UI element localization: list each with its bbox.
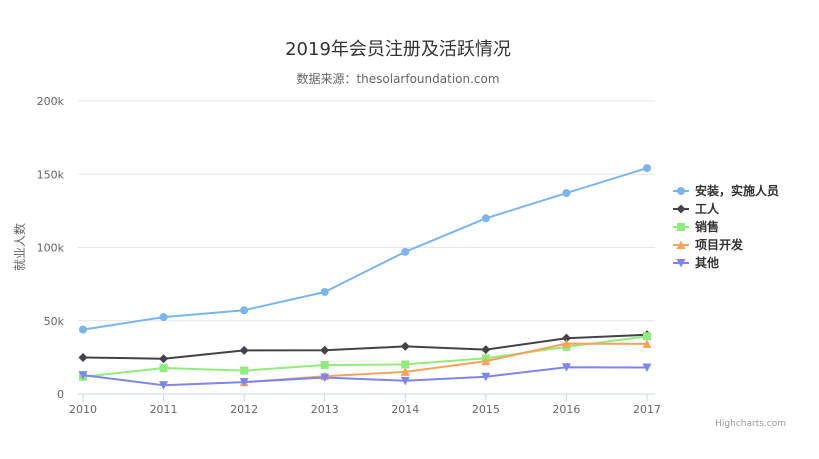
data-point[interactable] [643,164,651,173]
data-point[interactable] [159,313,168,322]
legend-item[interactable]: 其他 [673,255,719,270]
series-line[interactable] [82,366,648,387]
data-point[interactable] [481,356,491,366]
data-point[interactable] [240,306,249,315]
x-tick-label: 2010 [69,403,97,416]
x-tick-label: 2015 [472,403,500,416]
legend-item[interactable]: 安装，实施人员 [673,183,779,198]
data-point[interactable] [642,363,652,372]
data-point[interactable] [400,367,410,376]
data-point[interactable] [481,372,491,382]
data-point[interactable] [642,339,652,348]
data-point[interactable] [400,376,410,386]
data-point[interactable] [159,364,168,373]
x-tick-label: 2013 [311,403,339,416]
y-tick-label: 200k [37,95,65,108]
x-tick-label: 2012 [230,403,258,416]
legend-label: 工人 [695,201,720,216]
y-tick-label: 0 [57,388,64,401]
axes: 0 50k 100k 150k 200k 2010 2011 2012 2013 2014 2015… [37,95,661,416]
x-tick-label: 2014 [391,403,419,416]
legend-label: 销售 [695,219,719,234]
data-point[interactable] [561,363,571,372]
data-point[interactable] [240,366,249,375]
series-0 [79,164,651,334]
x-tick-label: 2016 [552,403,580,416]
legend-item[interactable]: 工人 [673,201,720,216]
legend-marker [676,259,686,268]
legend-item[interactable]: 销售 [673,219,719,234]
y-axis-title: 就业人数 [12,223,27,271]
series-line[interactable] [82,335,648,378]
data-point[interactable] [401,360,410,369]
data-point[interactable] [400,341,410,351]
legend-marker [676,240,686,249]
data-point[interactable] [320,373,330,383]
y-tick-label: 150k [37,168,65,181]
data-point[interactable] [78,371,88,380]
data-point[interactable] [239,345,249,355]
data-point[interactable] [159,381,169,390]
data-point[interactable] [561,339,571,348]
series-line[interactable] [243,342,648,384]
series-4 [78,363,652,390]
credits-link[interactable]: Highcharts.com [715,419,786,429]
data-point[interactable] [481,345,491,355]
data-point[interactable] [643,332,651,341]
legend-label: 安装，实施人员 [695,183,779,198]
data-point[interactable] [401,247,410,256]
x-tick-label: 2011 [150,403,178,416]
series-line[interactable] [82,167,648,331]
data-point[interactable] [481,214,490,223]
y-tick-label: 100k [37,242,65,255]
chart-subtitle: 数据来源：thesolarfoundation.com [296,71,499,86]
x-tick-label: 2017 [633,403,661,416]
data-point[interactable] [78,352,88,362]
data-point[interactable] [159,354,169,364]
legend-label: 项目开发 [695,237,744,252]
series-group [78,164,652,390]
data-point[interactable] [562,189,571,198]
data-point[interactable] [320,287,329,296]
legend-item[interactable]: 项目开发 [673,237,744,252]
legend-marker [677,223,685,231]
grid [78,100,655,322]
series-line[interactable] [82,333,648,360]
legend-marker [676,204,686,214]
data-point[interactable] [320,361,329,370]
data-point[interactable] [239,378,249,387]
y-tick-label: 50k [44,315,65,328]
data-point[interactable] [320,345,330,355]
data-point[interactable] [79,325,87,334]
data-point[interactable] [561,333,571,343]
legend-label: 其他 [695,255,719,270]
chart-title: 2019年会员注册及活跃情况 [285,39,511,60]
legend-marker [677,187,685,195]
